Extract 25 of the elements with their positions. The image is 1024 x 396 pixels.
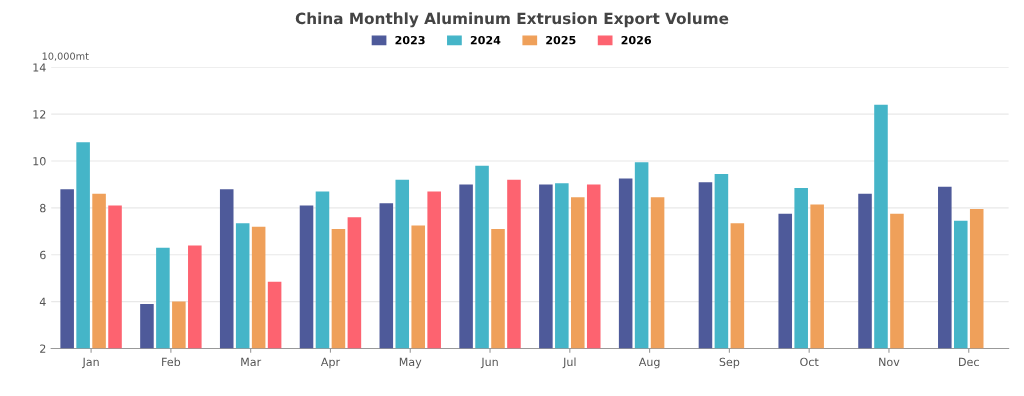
- y-tick-label: 8: [40, 203, 46, 213]
- x-tick-label: Oct: [800, 357, 819, 367]
- chart-title: China Monthly Aluminum Extrusion Export Volume: [295, 12, 729, 28]
- legend-label: 2026: [621, 35, 652, 45]
- legend-label: 2025: [546, 35, 576, 45]
- y-tick-label: 4: [39, 297, 46, 306]
- x-tick-label: Sep: [719, 357, 740, 369]
- x-tick-label: Jul: [562, 357, 576, 369]
- y-axis-title: 10,000mt: [42, 52, 89, 61]
- x-tick-label: Aug: [638, 357, 660, 369]
- x-tick-label: May: [399, 357, 422, 369]
- legend-label: 2024: [470, 35, 501, 45]
- x-tick-label: Apr: [320, 357, 341, 369]
- x-tick-label: Nov: [879, 357, 900, 367]
- x-tick-label: Jun: [480, 357, 498, 369]
- y-tick-label: 12: [33, 110, 46, 119]
- legend-label: 2023: [395, 35, 425, 45]
- x-tick-label: Dec: [959, 357, 979, 367]
- y-tick-label: 14: [33, 63, 46, 72]
- y-tick-label: 10: [33, 157, 46, 166]
- y-tick-label: 2: [40, 344, 46, 353]
- x-tick-label: Feb: [162, 357, 181, 367]
- x-tick-label: Mar: [241, 357, 262, 367]
- y-tick-label: 6: [40, 250, 46, 260]
- x-tick-label: Jan: [81, 357, 99, 369]
